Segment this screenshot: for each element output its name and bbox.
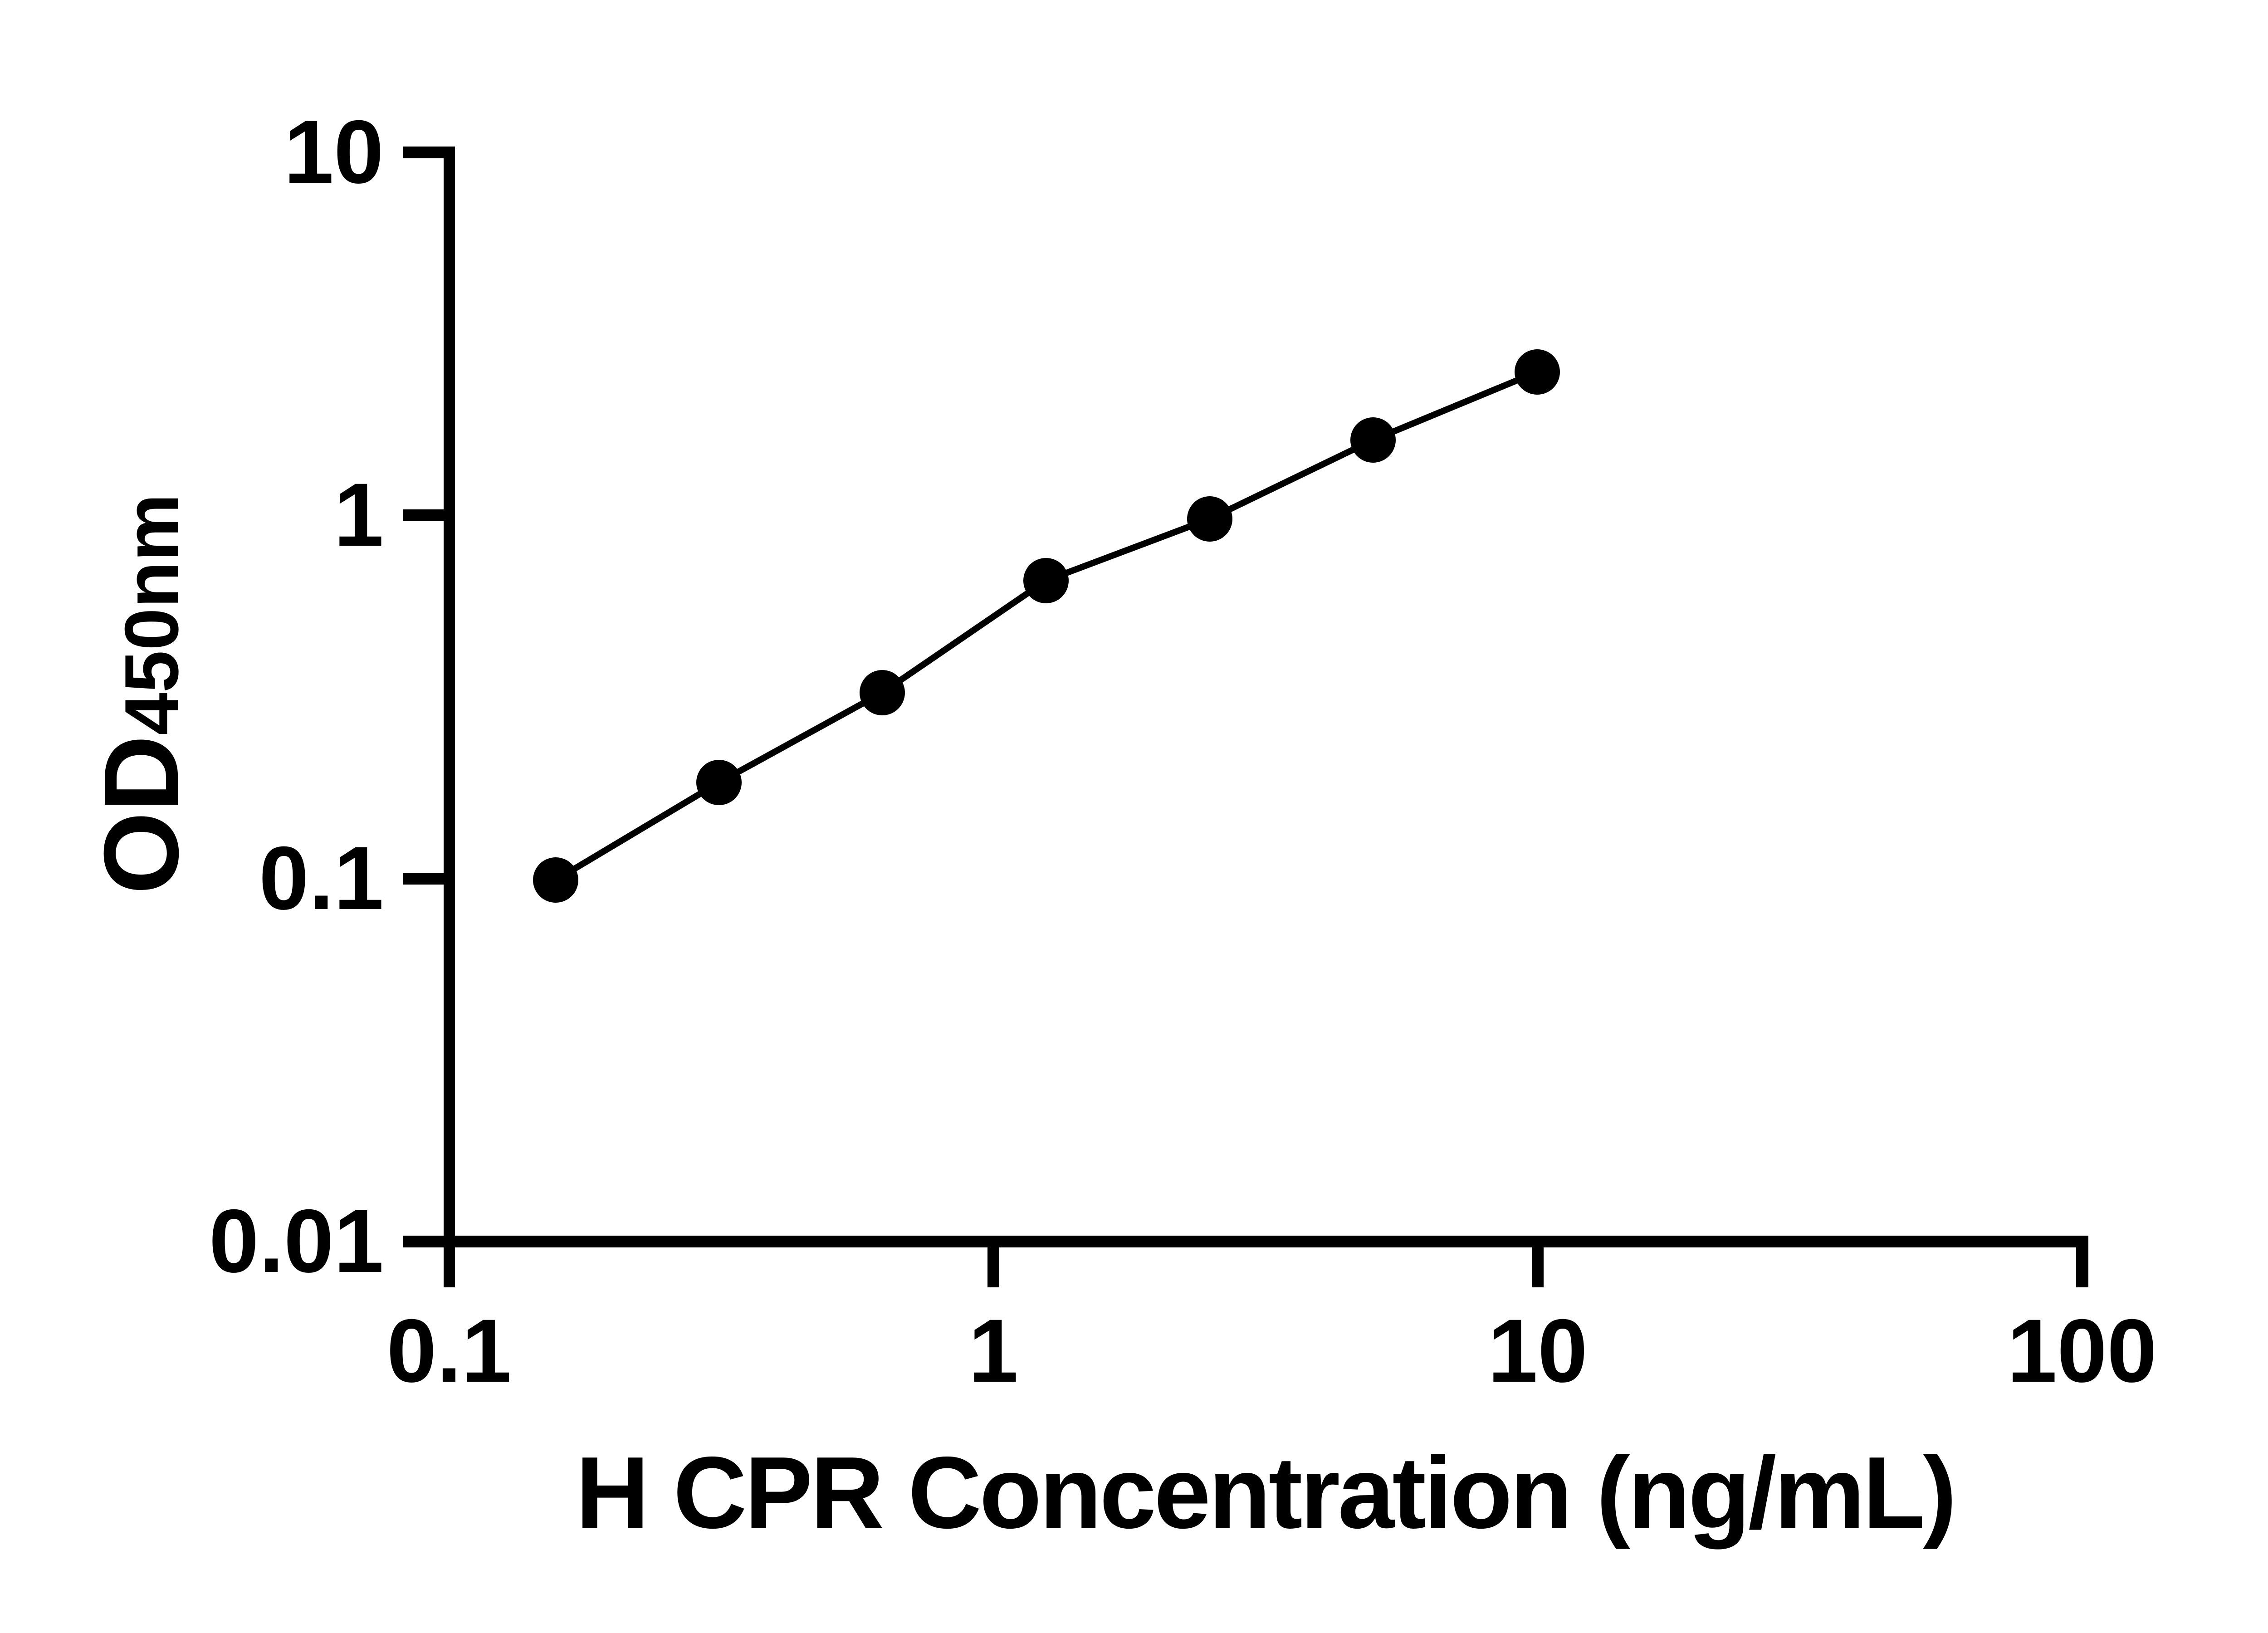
svg-text:1: 1: [968, 1301, 1018, 1401]
svg-text:0.01: 0.01: [209, 1191, 384, 1291]
svg-text:0.1: 0.1: [259, 828, 384, 928]
svg-text:H CPR Concentration (ng/mL): H CPR Concentration (ng/mL): [576, 1435, 1955, 1550]
svg-text:10: 10: [284, 102, 384, 202]
svg-text:1: 1: [334, 464, 384, 565]
svg-text:100: 100: [2007, 1301, 2157, 1401]
svg-text:0.1: 0.1: [386, 1301, 511, 1401]
svg-text:10: 10: [1488, 1301, 1588, 1401]
